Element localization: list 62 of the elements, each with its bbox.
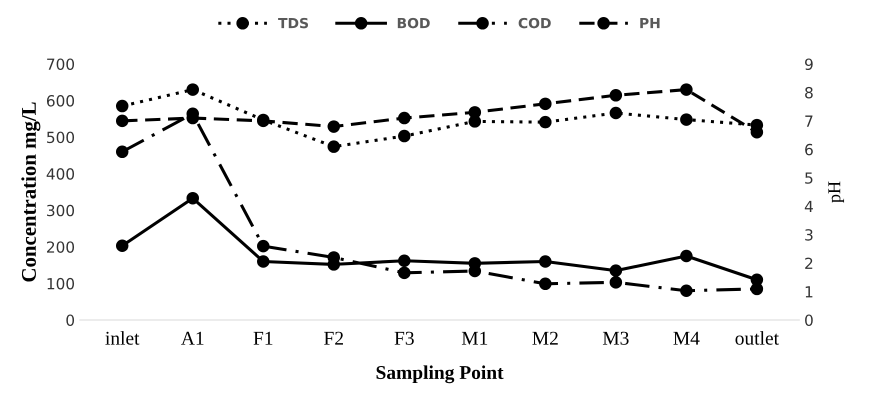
y2-axis-title: pH: [828, 181, 844, 203]
y-tick-label: 200: [47, 241, 74, 253]
point: [539, 255, 552, 268]
point: [398, 254, 411, 268]
point: [610, 264, 622, 277]
point: [398, 112, 411, 124]
point: [539, 98, 552, 110]
point: [750, 282, 764, 296]
y2-tick-label: 1: [806, 286, 812, 298]
y-axis-title: Concentration mg/L: [21, 102, 40, 282]
point: [328, 120, 340, 133]
legend-label: PH: [640, 18, 660, 28]
point: [398, 130, 411, 142]
y-tick-label: 300: [47, 204, 74, 216]
y2-tick-label: 5: [805, 172, 812, 184]
y2-tick-label: 6: [805, 144, 813, 156]
y2-tick-label: 0: [805, 314, 813, 326]
y-tick-label: 100: [48, 278, 74, 290]
point: [328, 140, 340, 153]
point: [116, 240, 128, 252]
point: [539, 278, 552, 290]
x-tick-label: outlet: [735, 331, 779, 345]
point: [116, 146, 128, 158]
y2-tick-label: 3: [805, 229, 813, 241]
point: [610, 89, 622, 102]
point: [116, 114, 128, 128]
x-tick-label: M2: [532, 332, 558, 345]
point: [186, 83, 199, 96]
x-tick-label: F2: [324, 332, 343, 345]
y2-tick-label: 2: [805, 258, 812, 269]
x-tick-label: F3: [394, 332, 414, 345]
y-tick-label: 0: [66, 314, 74, 326]
x-tick-label: M1: [462, 332, 488, 345]
x-tick-label: inlet: [105, 331, 140, 345]
point: [680, 113, 693, 126]
legend-label: BOD: [398, 18, 430, 28]
point: [680, 284, 693, 297]
y2-tick-label: 7: [805, 116, 812, 127]
point: [186, 192, 199, 204]
y-tick-label: 700: [47, 58, 74, 70]
y2-tick-label: 9: [805, 58, 813, 70]
y2-tick-label: 8: [805, 86, 813, 98]
x-tick-label: F1: [254, 332, 272, 345]
point: [680, 250, 693, 262]
x-tick-label: A1: [181, 332, 204, 345]
point: [257, 240, 270, 252]
x-tick-label: M4: [673, 332, 700, 345]
y-tick-label: 600: [46, 95, 74, 107]
point: [539, 116, 552, 128]
y2-tick-label: 4: [804, 200, 813, 212]
point: [610, 106, 622, 120]
point: [398, 266, 411, 280]
point: [257, 255, 270, 268]
legend-label: TDS: [278, 18, 308, 28]
point: [116, 100, 128, 112]
y-tick-label: 500: [47, 132, 74, 144]
y-tick-label: 400: [46, 168, 74, 180]
x-axis-title: Sampling Point: [376, 365, 504, 384]
point: [680, 83, 693, 96]
x-tick-label: M3: [602, 332, 629, 345]
point: [610, 276, 622, 289]
legend-label: COD: [518, 18, 551, 28]
